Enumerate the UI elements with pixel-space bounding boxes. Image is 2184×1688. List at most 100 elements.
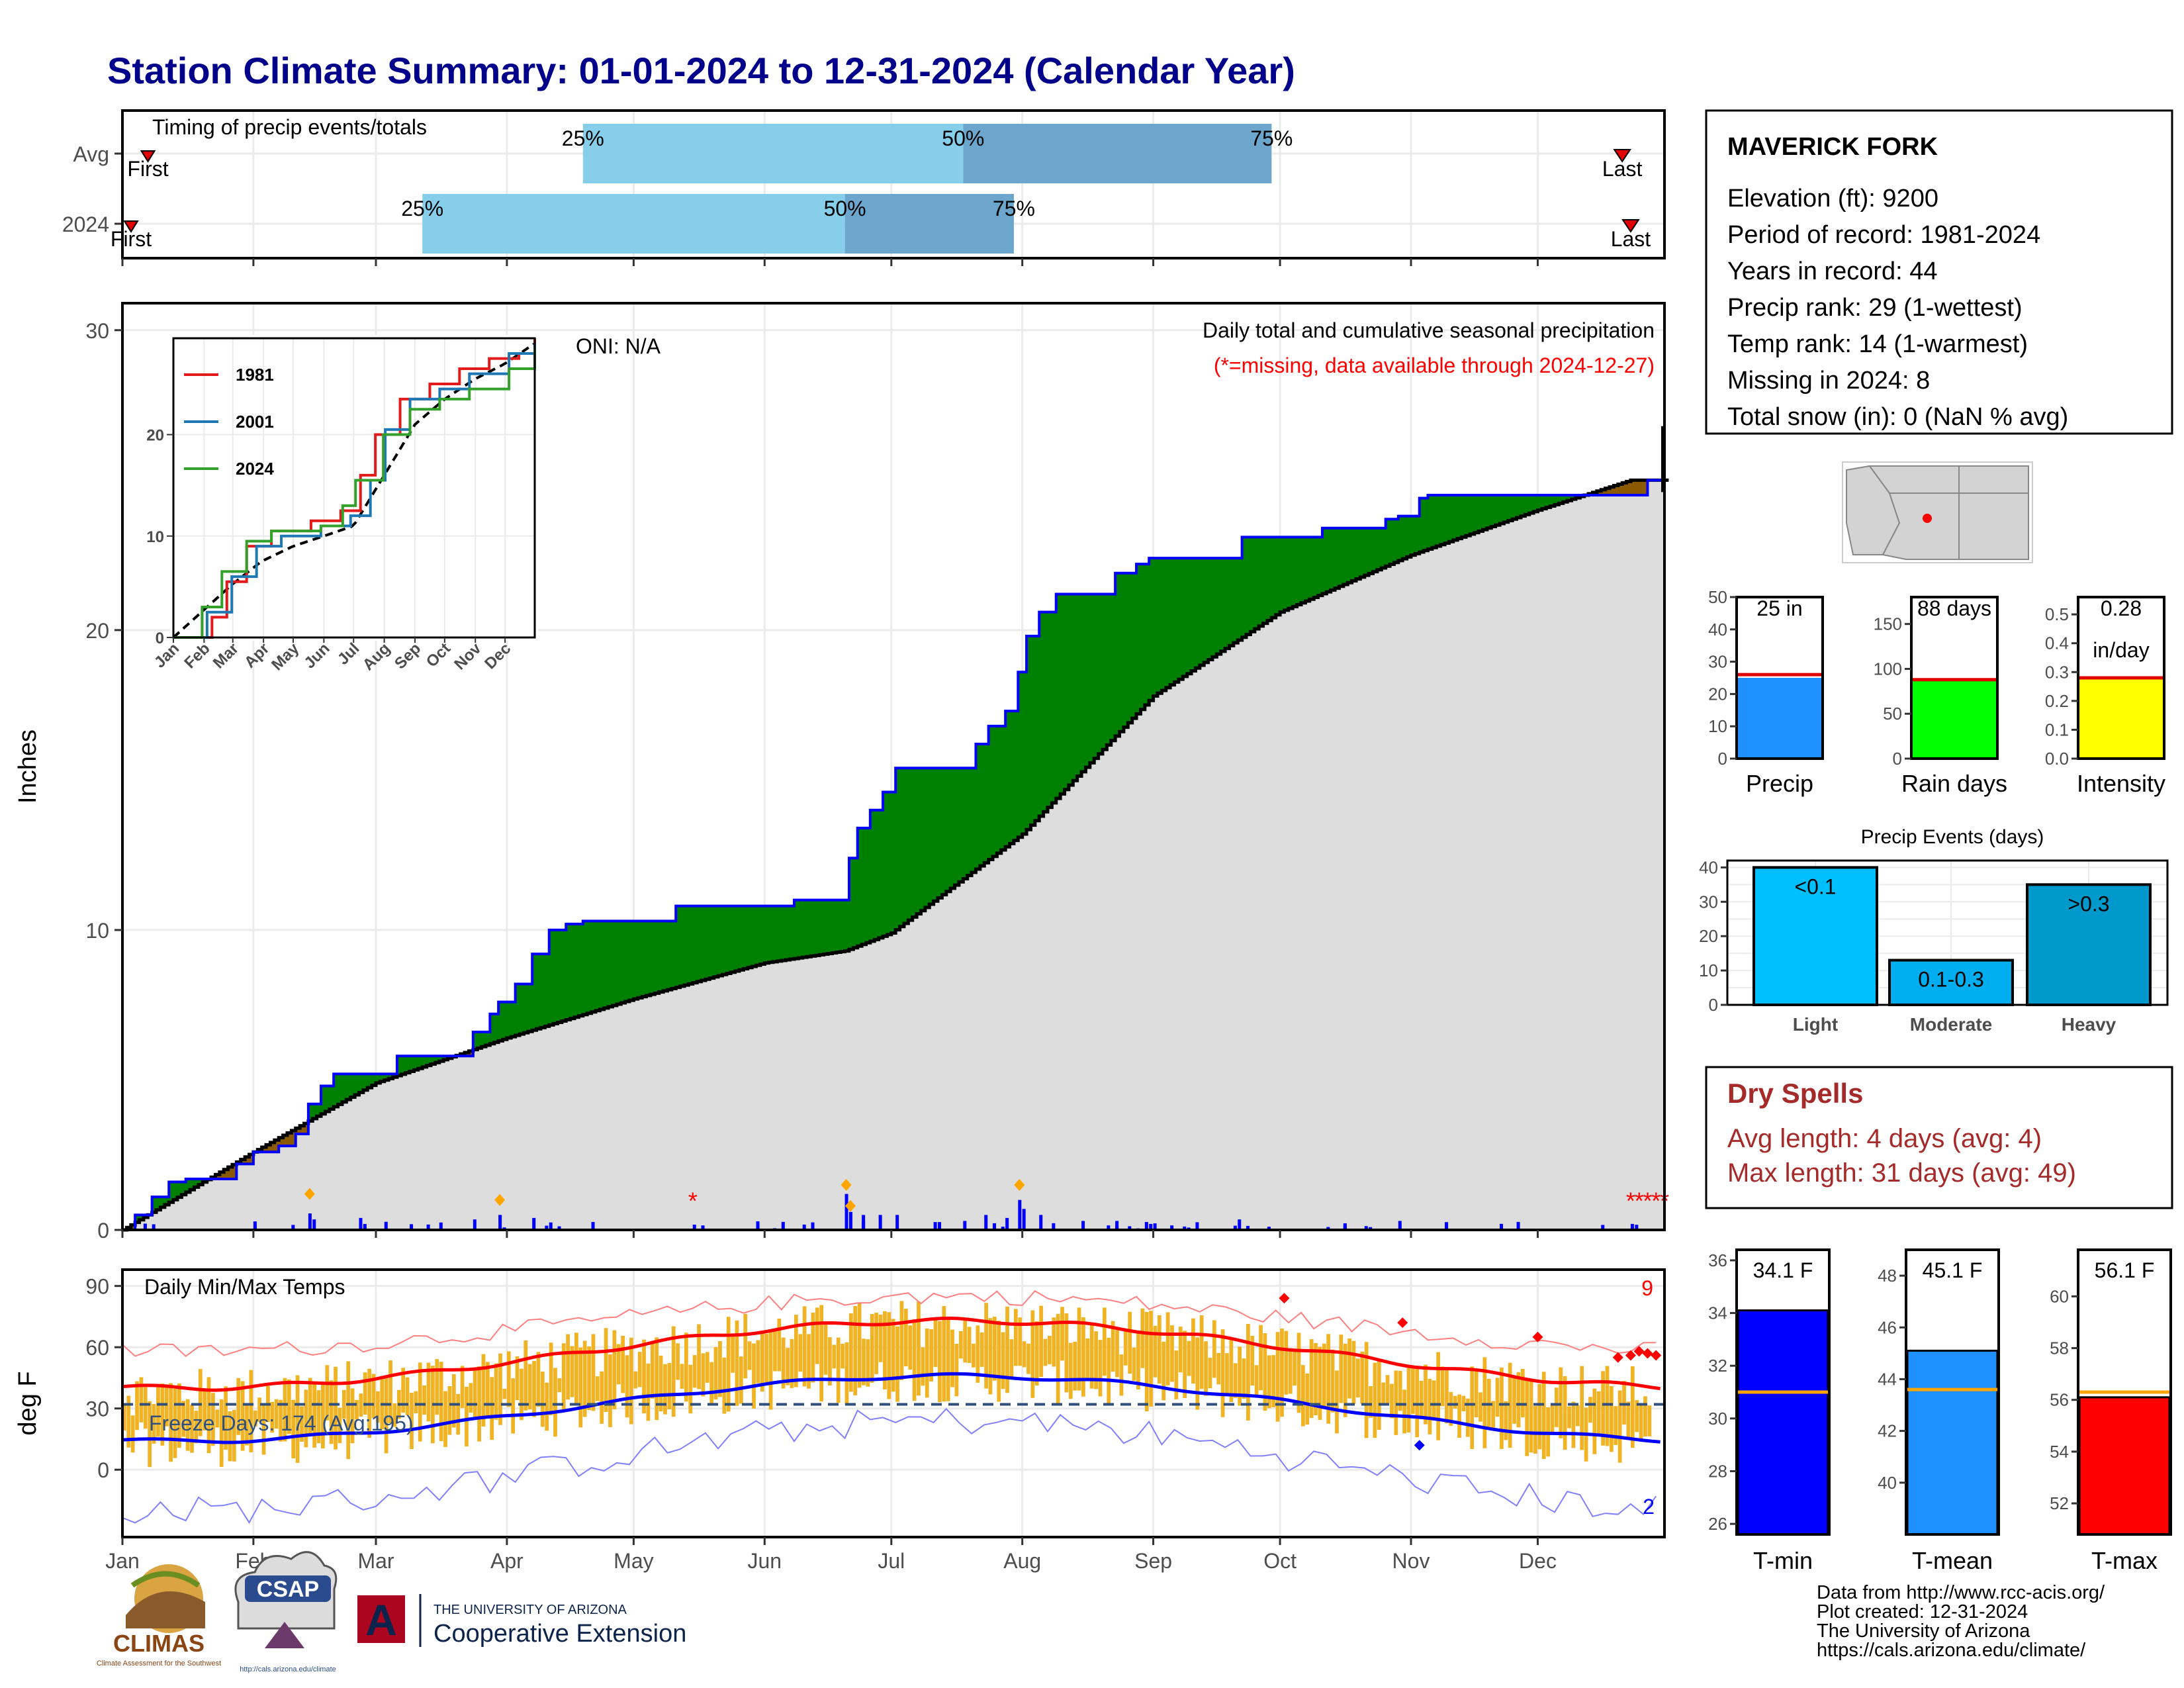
missing-note: (*=missing, data available through 2024-… — [1214, 353, 1655, 377]
daily-precip-bar — [1005, 1217, 1009, 1230]
timing-p25-label: 25% — [562, 126, 604, 150]
inset-legend-label: 2024 — [236, 459, 274, 479]
temp-bar-tick-label: 58 — [2050, 1338, 2069, 1358]
station-info-line: Elevation (ft): 9200 — [1727, 185, 1938, 212]
event-bar — [2026, 883, 2152, 1007]
mini-bar-unit: in/day — [2093, 638, 2149, 662]
temp-bar-tick-label: 48 — [1878, 1266, 1897, 1286]
temp-bar-tick-label: 36 — [1708, 1250, 1727, 1270]
month-label: Aug — [1003, 1549, 1041, 1573]
daily-precip-bar — [1238, 1219, 1242, 1230]
freeze-days-label: Freeze Days: 174 (Avg:195) — [149, 1411, 414, 1435]
daily-precip-bar — [1052, 1223, 1056, 1230]
ua-logo-letter: A — [365, 1595, 397, 1644]
daily-precip-bar — [1022, 1209, 1026, 1230]
daily-precip-bar — [591, 1221, 595, 1230]
mini-bar-border — [1910, 596, 1999, 760]
missing-data-marker: * — [1643, 1188, 1652, 1215]
daily-precip-bar — [253, 1226, 257, 1230]
daily-precip-bar — [291, 1225, 295, 1230]
daily-precip-bar — [1233, 1225, 1237, 1230]
first-marker — [140, 150, 156, 163]
dry-spells-box — [1705, 1066, 2173, 1209]
precip-extreme-marker — [841, 1179, 852, 1192]
dry-spells-max: Max length: 31 days (avg: 49) — [1727, 1158, 2076, 1188]
events-tick-label: 20 — [1699, 926, 1718, 946]
mini-bar-border — [1735, 596, 1824, 760]
missing-data-marker: * — [1635, 1188, 1644, 1215]
daily-precip-bar — [1115, 1221, 1119, 1230]
record-high-marker — [1279, 1293, 1290, 1304]
dry-spells-avg: Avg length: 4 days (avg: 4) — [1727, 1124, 2042, 1153]
mini-bar-tick-label: 50 — [1883, 704, 1902, 724]
oni-label: ONI: N/A — [576, 334, 661, 358]
month-label: Nov — [1392, 1549, 1430, 1573]
mini-bar-tick-label: 0.3 — [2045, 662, 2069, 682]
daily-precip-bar — [1170, 1225, 1174, 1230]
events-border — [1726, 859, 2169, 1006]
temp-bar-label: T-mean — [1912, 1547, 1993, 1574]
record-high-marker — [1397, 1317, 1408, 1329]
precip-extreme-marker — [1014, 1179, 1025, 1192]
temp-label: Daily Min/Max Temps — [144, 1275, 345, 1299]
station-info-line: Temp rank: 14 (1-warmest) — [1727, 330, 2028, 358]
daily-precip-bar — [1635, 1225, 1639, 1230]
timing-p25-label: 25% — [401, 197, 443, 220]
month-label: Jun — [748, 1549, 782, 1573]
record-low-line — [122, 1407, 1657, 1524]
daily-precip-bar — [862, 1221, 866, 1230]
daily-precip-bar — [1144, 1221, 1148, 1230]
mini-bar — [1913, 679, 1996, 759]
footer-line: Plot created: 12-31-2024 — [1817, 1601, 2028, 1622]
temp-bar-tick-label: 28 — [1708, 1461, 1727, 1481]
temp-bar-tick-label: 46 — [1878, 1317, 1897, 1337]
temp-bar-label: T-min — [1753, 1547, 1813, 1574]
daily-precip-bar — [1149, 1223, 1153, 1230]
record-high-marker — [1612, 1352, 1623, 1363]
daily-precip-bar — [1081, 1221, 1085, 1230]
climas-logo-text: CLIMAS — [113, 1630, 205, 1657]
daily-precip-bar — [1115, 1226, 1119, 1230]
daily-precip-bar — [1601, 1225, 1605, 1230]
mini-bar-label: Rain days — [1901, 770, 2007, 797]
daily-precip-bar — [984, 1215, 988, 1230]
daily-precip-bar — [811, 1222, 815, 1230]
daily-precip-bar — [1343, 1223, 1347, 1230]
month-label: Sep — [1134, 1549, 1172, 1573]
daily-precip-bar — [1153, 1223, 1157, 1230]
daily-precip-bar — [1516, 1221, 1520, 1230]
record-high-marker — [1651, 1350, 1662, 1361]
daily-precip-bar — [1630, 1223, 1634, 1230]
daily-precip-bar — [963, 1221, 967, 1230]
mini-bar — [2079, 678, 2163, 759]
month-label: May — [614, 1549, 653, 1573]
observed-cumulative-line — [122, 479, 1664, 1231]
month-label: Dec — [1519, 1549, 1557, 1573]
daily-precip-bar — [1398, 1221, 1402, 1230]
csap-logo-subtext: http://cals.arizona.edu/climate — [240, 1665, 336, 1673]
daily-precip-bar — [253, 1221, 257, 1230]
avg-cumulative-area — [122, 480, 1664, 1230]
month-label: Jul — [878, 1549, 905, 1573]
temp-bar-tick-label: 56 — [2050, 1390, 2069, 1410]
climas-logo-arc — [130, 1571, 201, 1588]
timing-p50-label: 50% — [942, 126, 984, 150]
mini-bar-tick-label: 50 — [1708, 587, 1727, 607]
event-bar-label: Moderate — [1910, 1014, 1992, 1035]
temp-bar-tick-label: 52 — [2050, 1493, 2069, 1513]
temp-bar — [2078, 1396, 2171, 1536]
daily-precip-bar — [878, 1215, 882, 1230]
map-state-newmexico — [1958, 492, 2029, 560]
daily-precip-bar — [439, 1222, 443, 1230]
footer-line: https://cals.arizona.edu/climate/ — [1817, 1640, 2086, 1661]
mini-bar-tick-label: 40 — [1708, 620, 1727, 639]
temp-bar-border — [1905, 1248, 2000, 1536]
timing-row-label: 2024 — [62, 212, 109, 236]
record-low-marker — [1414, 1440, 1425, 1451]
temp-ytick-label: 90 — [85, 1275, 109, 1299]
page-title: Station Climate Summary: 01-01-2024 to 1… — [107, 50, 1295, 91]
station-info-line: Precip rank: 29 (1-wettest) — [1727, 294, 2023, 322]
precip-ytick-label: 30 — [85, 319, 109, 343]
inset-ytick-label: 20 — [146, 427, 164, 445]
mini-bar-tick-label: 0 — [1718, 749, 1727, 769]
